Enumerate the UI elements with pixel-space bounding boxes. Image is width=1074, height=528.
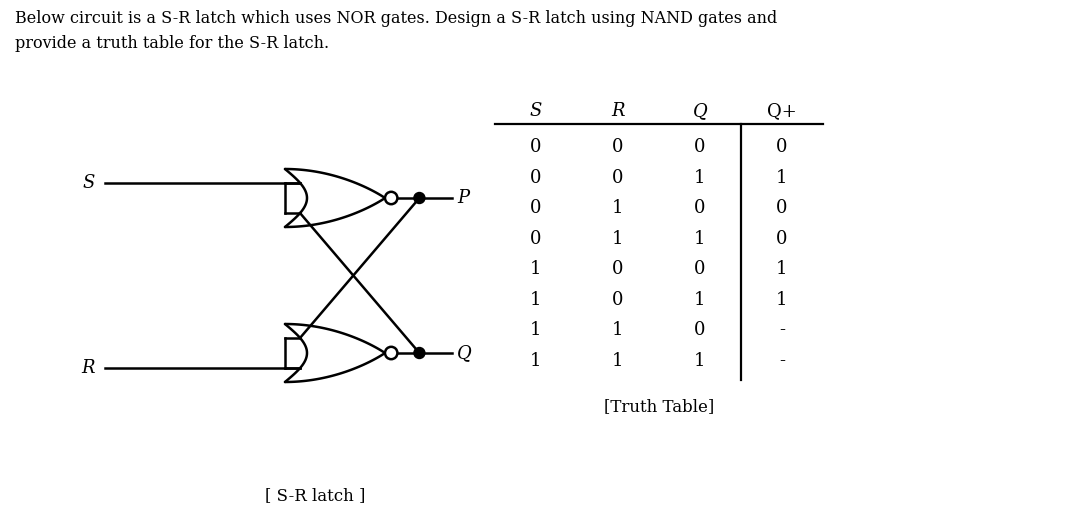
Text: 0: 0 <box>694 321 706 340</box>
Text: 0: 0 <box>777 230 787 248</box>
Text: 1: 1 <box>612 321 624 340</box>
Text: [Truth Table]: [Truth Table] <box>604 398 714 415</box>
Text: S: S <box>83 174 95 192</box>
Text: 1: 1 <box>694 352 706 370</box>
Text: 1: 1 <box>694 169 706 187</box>
Text: 1: 1 <box>531 321 541 340</box>
Text: 0: 0 <box>694 260 706 278</box>
Circle shape <box>384 347 397 359</box>
Text: S: S <box>529 102 542 120</box>
Text: -: - <box>779 352 785 370</box>
Circle shape <box>413 193 425 203</box>
Text: 0: 0 <box>612 260 624 278</box>
Text: 1: 1 <box>777 260 787 278</box>
Text: Q+: Q+ <box>767 102 797 120</box>
Text: 1: 1 <box>777 291 787 309</box>
Text: 0: 0 <box>531 230 541 248</box>
Text: [ S-R latch ]: [ S-R latch ] <box>265 487 365 504</box>
Text: P: P <box>458 189 469 207</box>
Text: R: R <box>611 102 625 120</box>
Text: -: - <box>779 321 785 340</box>
Text: 0: 0 <box>694 138 706 156</box>
Text: 0: 0 <box>612 138 624 156</box>
Text: 1: 1 <box>694 291 706 309</box>
Text: 0: 0 <box>531 138 541 156</box>
Text: 1: 1 <box>531 352 541 370</box>
Text: 0: 0 <box>612 169 624 187</box>
Text: 0: 0 <box>531 169 541 187</box>
Text: R: R <box>82 359 95 377</box>
Text: 1: 1 <box>694 230 706 248</box>
Text: Q: Q <box>458 344 473 362</box>
Text: 1: 1 <box>612 352 624 370</box>
Text: 0: 0 <box>777 138 787 156</box>
Text: 0: 0 <box>694 199 706 217</box>
Text: 1: 1 <box>531 260 541 278</box>
Text: 1: 1 <box>777 169 787 187</box>
Text: 0: 0 <box>777 199 787 217</box>
Text: 1: 1 <box>612 230 624 248</box>
Circle shape <box>384 192 397 204</box>
Text: 1: 1 <box>612 199 624 217</box>
Text: 0: 0 <box>612 291 624 309</box>
Text: 0: 0 <box>531 199 541 217</box>
Text: 1: 1 <box>531 291 541 309</box>
Text: Q: Q <box>693 102 708 120</box>
Text: Below circuit is a S-R latch which uses NOR gates. Design a S-R latch using NAND: Below circuit is a S-R latch which uses … <box>15 10 778 52</box>
Circle shape <box>413 347 425 359</box>
